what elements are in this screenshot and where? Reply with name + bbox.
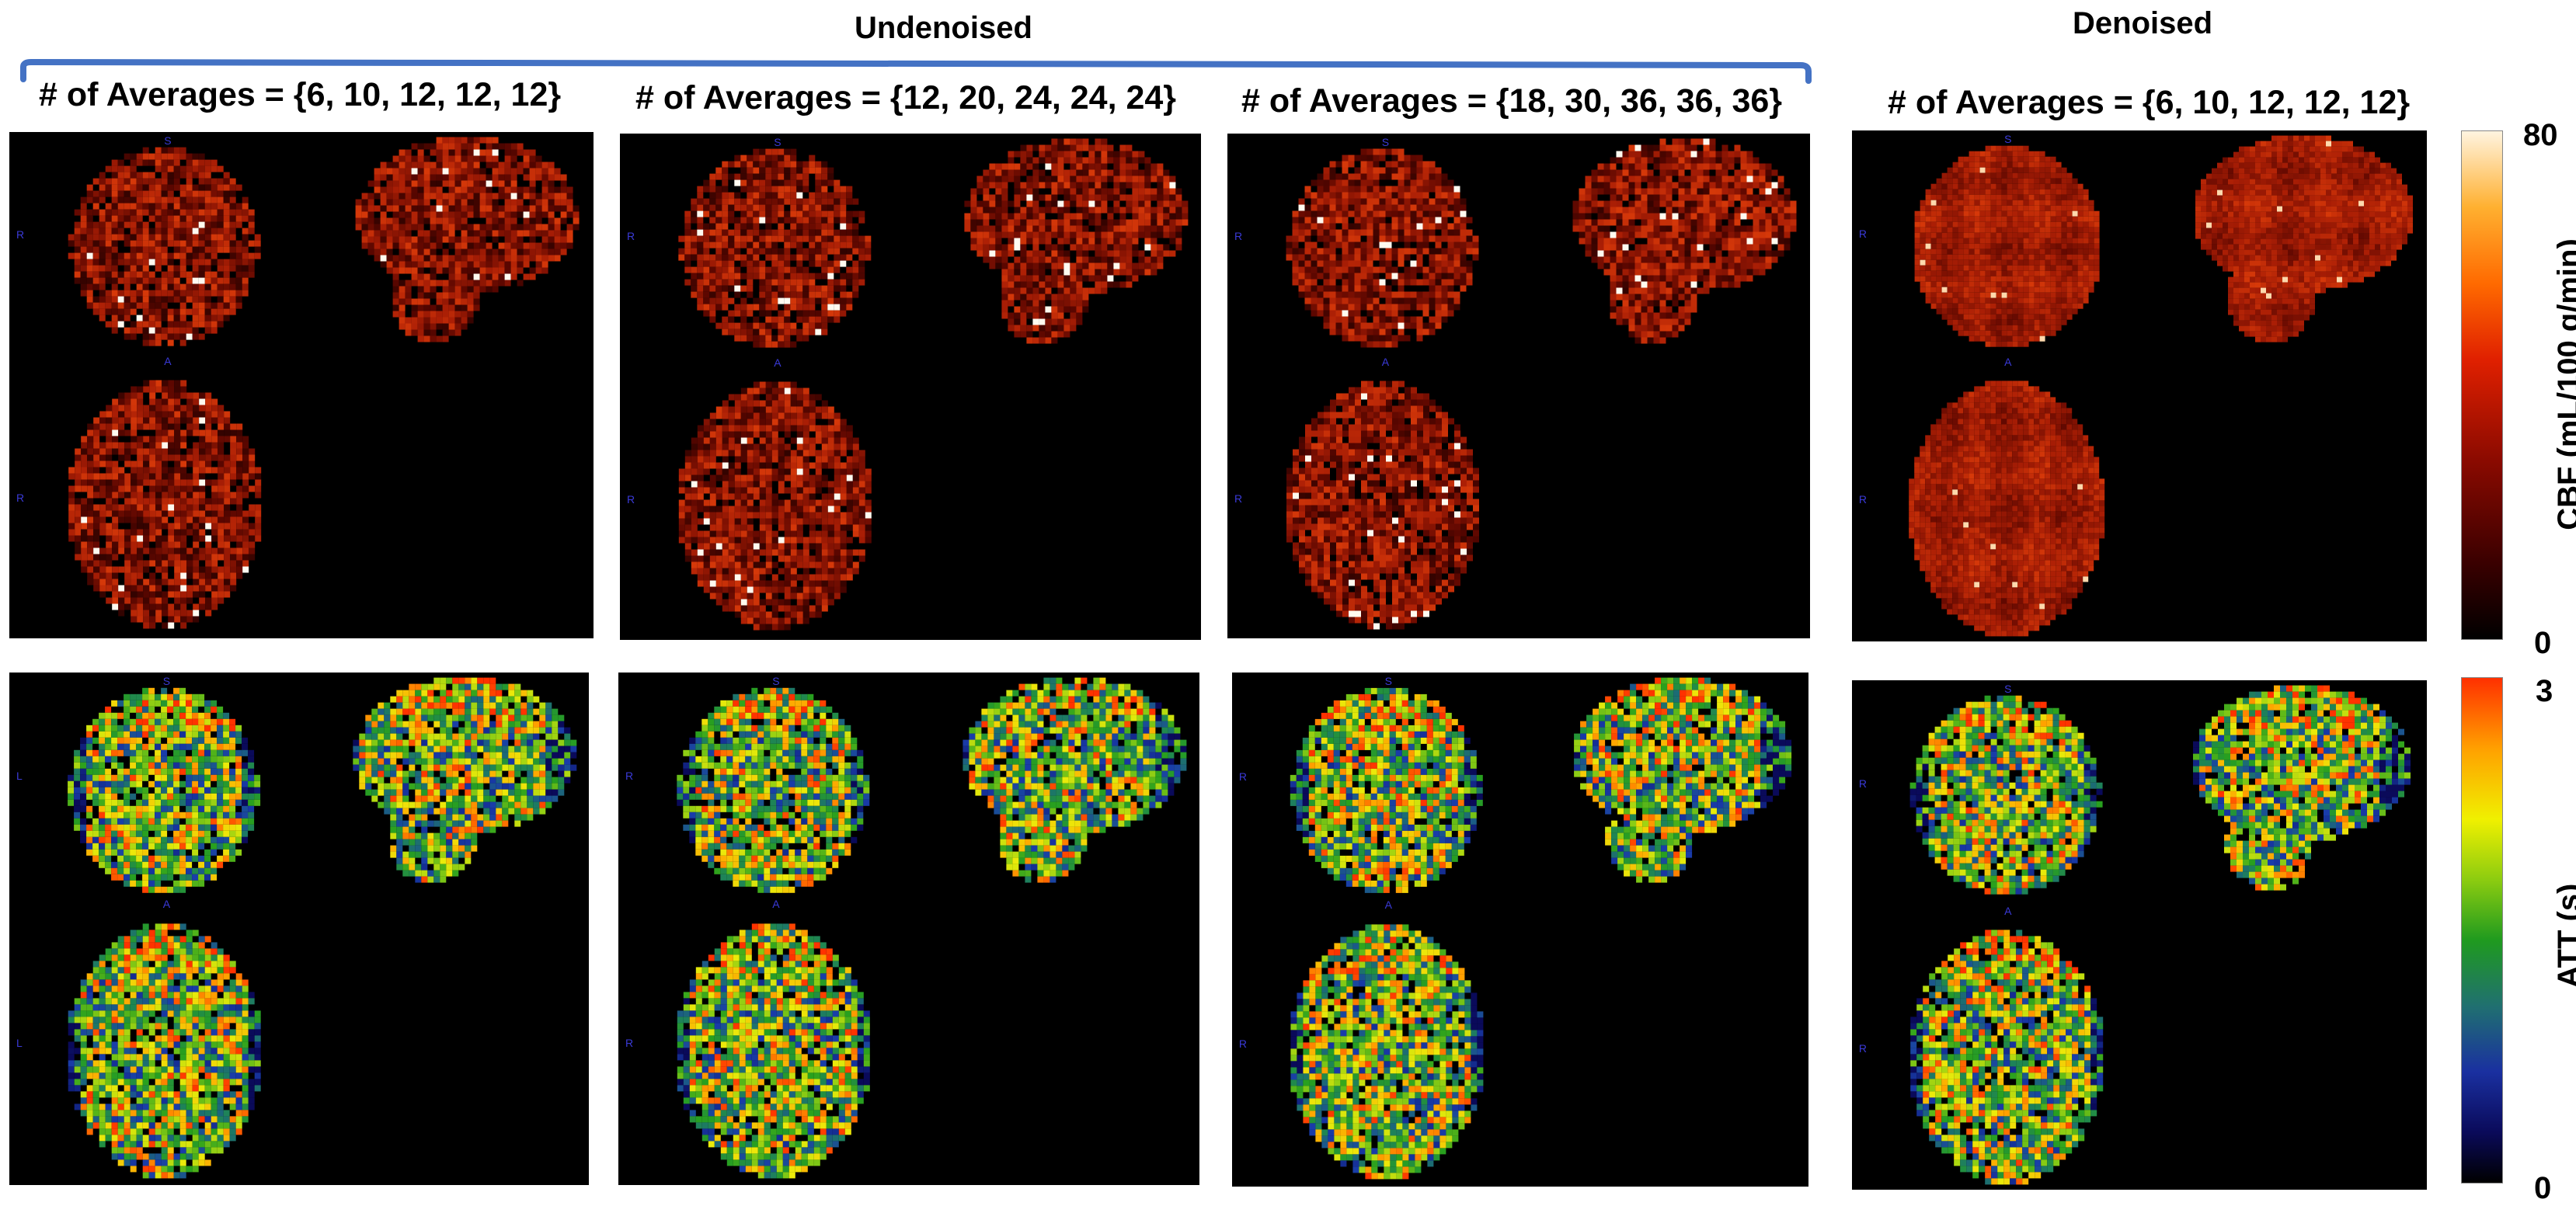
undenoised-title: Undenoised <box>855 11 1032 46</box>
orientation-side-top: R <box>1859 777 1867 790</box>
brain-slices <box>1286 138 1797 630</box>
orientation-side-top: R <box>625 770 633 782</box>
axial-slice <box>678 381 872 631</box>
coronal-slice <box>678 148 872 348</box>
axial-slice <box>68 380 262 629</box>
brain-slices <box>677 677 1187 1179</box>
orientation-anterior: A <box>163 898 170 910</box>
orientation-side-top: R <box>1234 230 1242 242</box>
orientation-superior: S <box>1385 675 1392 687</box>
sagittal-slice <box>2195 135 2413 342</box>
orientation-side-bottom: R <box>1234 492 1242 505</box>
orientation-side-bottom: R <box>1239 1037 1247 1050</box>
cbf-panel-4: S R A R <box>1852 130 2427 641</box>
orientation-side-top: L <box>16 770 23 782</box>
cbf-panel-1: S R A R <box>9 132 594 638</box>
brain-slices <box>678 138 1189 631</box>
column-title-1: # of Averages = {6, 10, 12, 12, 12} <box>39 76 561 114</box>
orientation-side-top: R <box>1859 228 1867 240</box>
orientation-side-top: R <box>1239 770 1247 783</box>
orientation-anterior: A <box>2004 905 2011 917</box>
cbf-panel-3: S R A R <box>1227 134 1810 638</box>
coronal-slice <box>1286 148 1479 348</box>
orientation-superior: S <box>772 675 779 687</box>
coronal-slice <box>1914 145 2100 347</box>
axial-slice <box>1910 930 2104 1185</box>
att-colorbar-label: ATT (s) <box>2552 780 2576 1091</box>
sagittal-slice <box>964 138 1189 344</box>
axial-slice <box>1286 381 1479 630</box>
brain-slices <box>1909 685 2411 1185</box>
column-title-3: # of Averages = {18, 30, 36, 36, 36} <box>1241 82 1782 120</box>
column-title-4: # of Averages = {6, 10, 12, 12, 12} <box>1888 84 2410 122</box>
cbf-colorbar-label: CBF (mL/100 g/min) <box>2552 229 2576 540</box>
att-panel-2: S R A R <box>618 673 1199 1185</box>
orientation-side-bottom: R <box>627 493 635 506</box>
group-bracket <box>20 59 1812 84</box>
sagittal-slice <box>355 137 580 342</box>
att-panel-4: S R A R <box>1852 680 2427 1190</box>
orientation-anterior: A <box>2004 356 2011 368</box>
orientation-superior: S <box>2004 683 2011 695</box>
orientation-superior: S <box>1382 136 1389 148</box>
orientation-side-bottom: R <box>1859 1042 1867 1055</box>
att-colorbar-max: 3 <box>2536 674 2553 709</box>
axial-slice <box>68 923 261 1179</box>
column-title-2: # of Averages = {12, 20, 24, 24, 24} <box>635 79 1176 117</box>
coronal-slice <box>1290 687 1483 893</box>
orientation-anterior: A <box>164 355 171 367</box>
cbf-colorbar <box>2461 130 2503 640</box>
orientation-anterior: A <box>774 356 781 369</box>
axial-slice <box>1290 924 1484 1180</box>
orientation-anterior: A <box>1382 356 1389 368</box>
cbf-colorbar-max: 80 <box>2523 118 2558 153</box>
orientation-superior: S <box>2004 133 2011 145</box>
brain-slices <box>68 137 580 629</box>
orientation-superior: S <box>163 675 170 687</box>
orientation-anterior: A <box>772 898 779 910</box>
orientation-side-bottom: R <box>625 1037 633 1049</box>
sagittal-slice <box>1574 677 1792 883</box>
sagittal-slice <box>2193 685 2411 891</box>
att-panel-1: S L A L <box>9 673 589 1185</box>
brain-slices <box>1290 677 1792 1180</box>
axial-slice <box>677 923 870 1179</box>
orientation-superior: S <box>164 134 171 147</box>
brain-slices <box>1909 135 2413 637</box>
sagittal-slice <box>963 677 1187 883</box>
coronal-slice <box>1909 695 2103 895</box>
orientation-side-top: R <box>627 230 635 242</box>
sagittal-slice <box>353 677 577 883</box>
att-colorbar-min: 0 <box>2534 1171 2551 1206</box>
coronal-slice <box>677 687 870 893</box>
orientation-anterior: A <box>1385 898 1392 911</box>
orientation-side-bottom: R <box>16 492 24 504</box>
brain-slices <box>68 677 577 1179</box>
orientation-superior: S <box>774 136 781 148</box>
sagittal-slice <box>1572 138 1797 344</box>
att-colorbar <box>2461 677 2503 1183</box>
coronal-slice <box>68 687 261 893</box>
axial-slice <box>1909 381 2105 637</box>
cbf-panel-2: S R A R <box>620 134 1201 640</box>
att-panel-3: S R A R <box>1232 673 1808 1187</box>
denoised-title: Denoised <box>2073 6 2212 41</box>
orientation-side-bottom: R <box>1859 493 1867 506</box>
orientation-side-top: R <box>16 228 24 241</box>
coronal-slice <box>68 147 261 346</box>
cbf-colorbar-min: 0 <box>2534 626 2551 661</box>
orientation-side-bottom: L <box>16 1037 23 1049</box>
